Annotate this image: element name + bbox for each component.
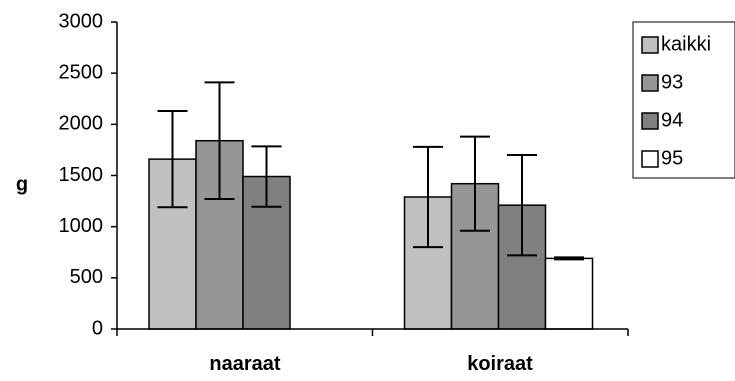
- bars: [148, 139, 594, 330]
- legend-label-kaikki: kaikki: [661, 33, 711, 55]
- legend: kaikki 93 94 95: [632, 21, 735, 179]
- legend-swatch-93: [641, 74, 659, 92]
- y-tick-label: 2500: [59, 61, 104, 83]
- y-tick-label: 3000: [59, 10, 104, 32]
- y-axis-label: g: [16, 173, 28, 195]
- legend-swatch-kaikki: [641, 36, 659, 54]
- category-label-naaraat: naaraat: [209, 353, 280, 375]
- legend-items: kaikki 93 94 95: [641, 33, 711, 169]
- legend-label-93: 93: [661, 71, 683, 93]
- y-tick-label: 1000: [59, 215, 104, 237]
- y-tick-label: 0: [92, 317, 103, 339]
- y-tick-label: 2000: [59, 113, 104, 135]
- error-bars: [157, 81, 584, 261]
- y-tick-label: 500: [70, 266, 103, 288]
- y-ticks: 0 500 1000 1500 2000 2500 3000: [59, 10, 117, 339]
- legend-swatch-94: [641, 112, 659, 130]
- y-tick-label: 1500: [59, 164, 104, 186]
- category-label-koiraat: koiraat: [467, 353, 533, 375]
- bar-koiraat-95: [544, 257, 594, 330]
- legend-label-94: 94: [661, 109, 683, 131]
- legend-swatch-95: [641, 150, 659, 168]
- legend-label-95: 95: [661, 147, 683, 169]
- x-ticks: [116, 329, 629, 336]
